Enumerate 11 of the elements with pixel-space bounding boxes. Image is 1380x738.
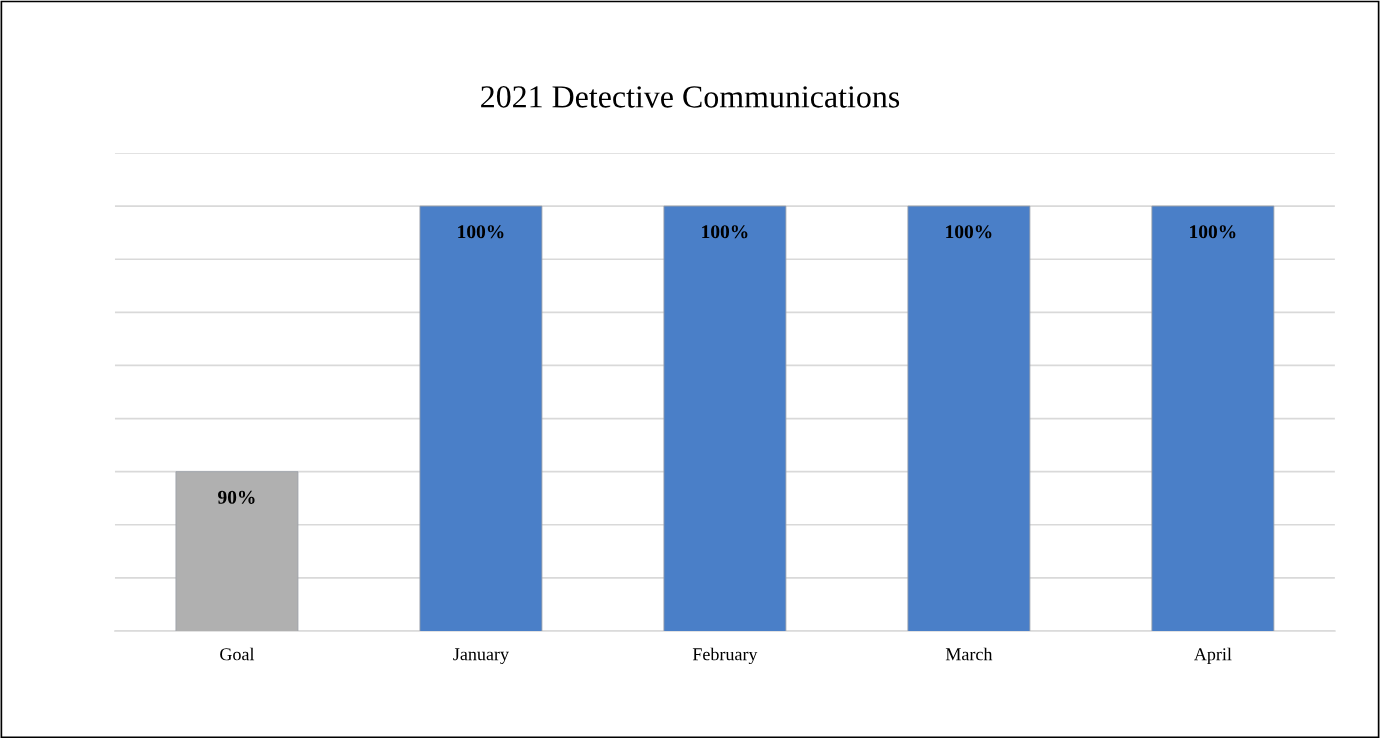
data-label: 100%	[458, 225, 504, 239]
x-tick-label: Goal	[220, 647, 255, 661]
x-tick-label: February	[692, 647, 758, 665]
x-tick-label: April	[1194, 647, 1232, 665]
data-label: 90%	[218, 490, 255, 504]
chart-title: 2021 Detective Communications	[481, 86, 900, 108]
data-label: 100%	[702, 225, 748, 239]
x-tick-label: March	[945, 647, 993, 661]
data-label: 100%	[946, 225, 992, 239]
x-tick-label: January	[453, 648, 509, 665]
data-label: 100%	[1190, 225, 1236, 239]
